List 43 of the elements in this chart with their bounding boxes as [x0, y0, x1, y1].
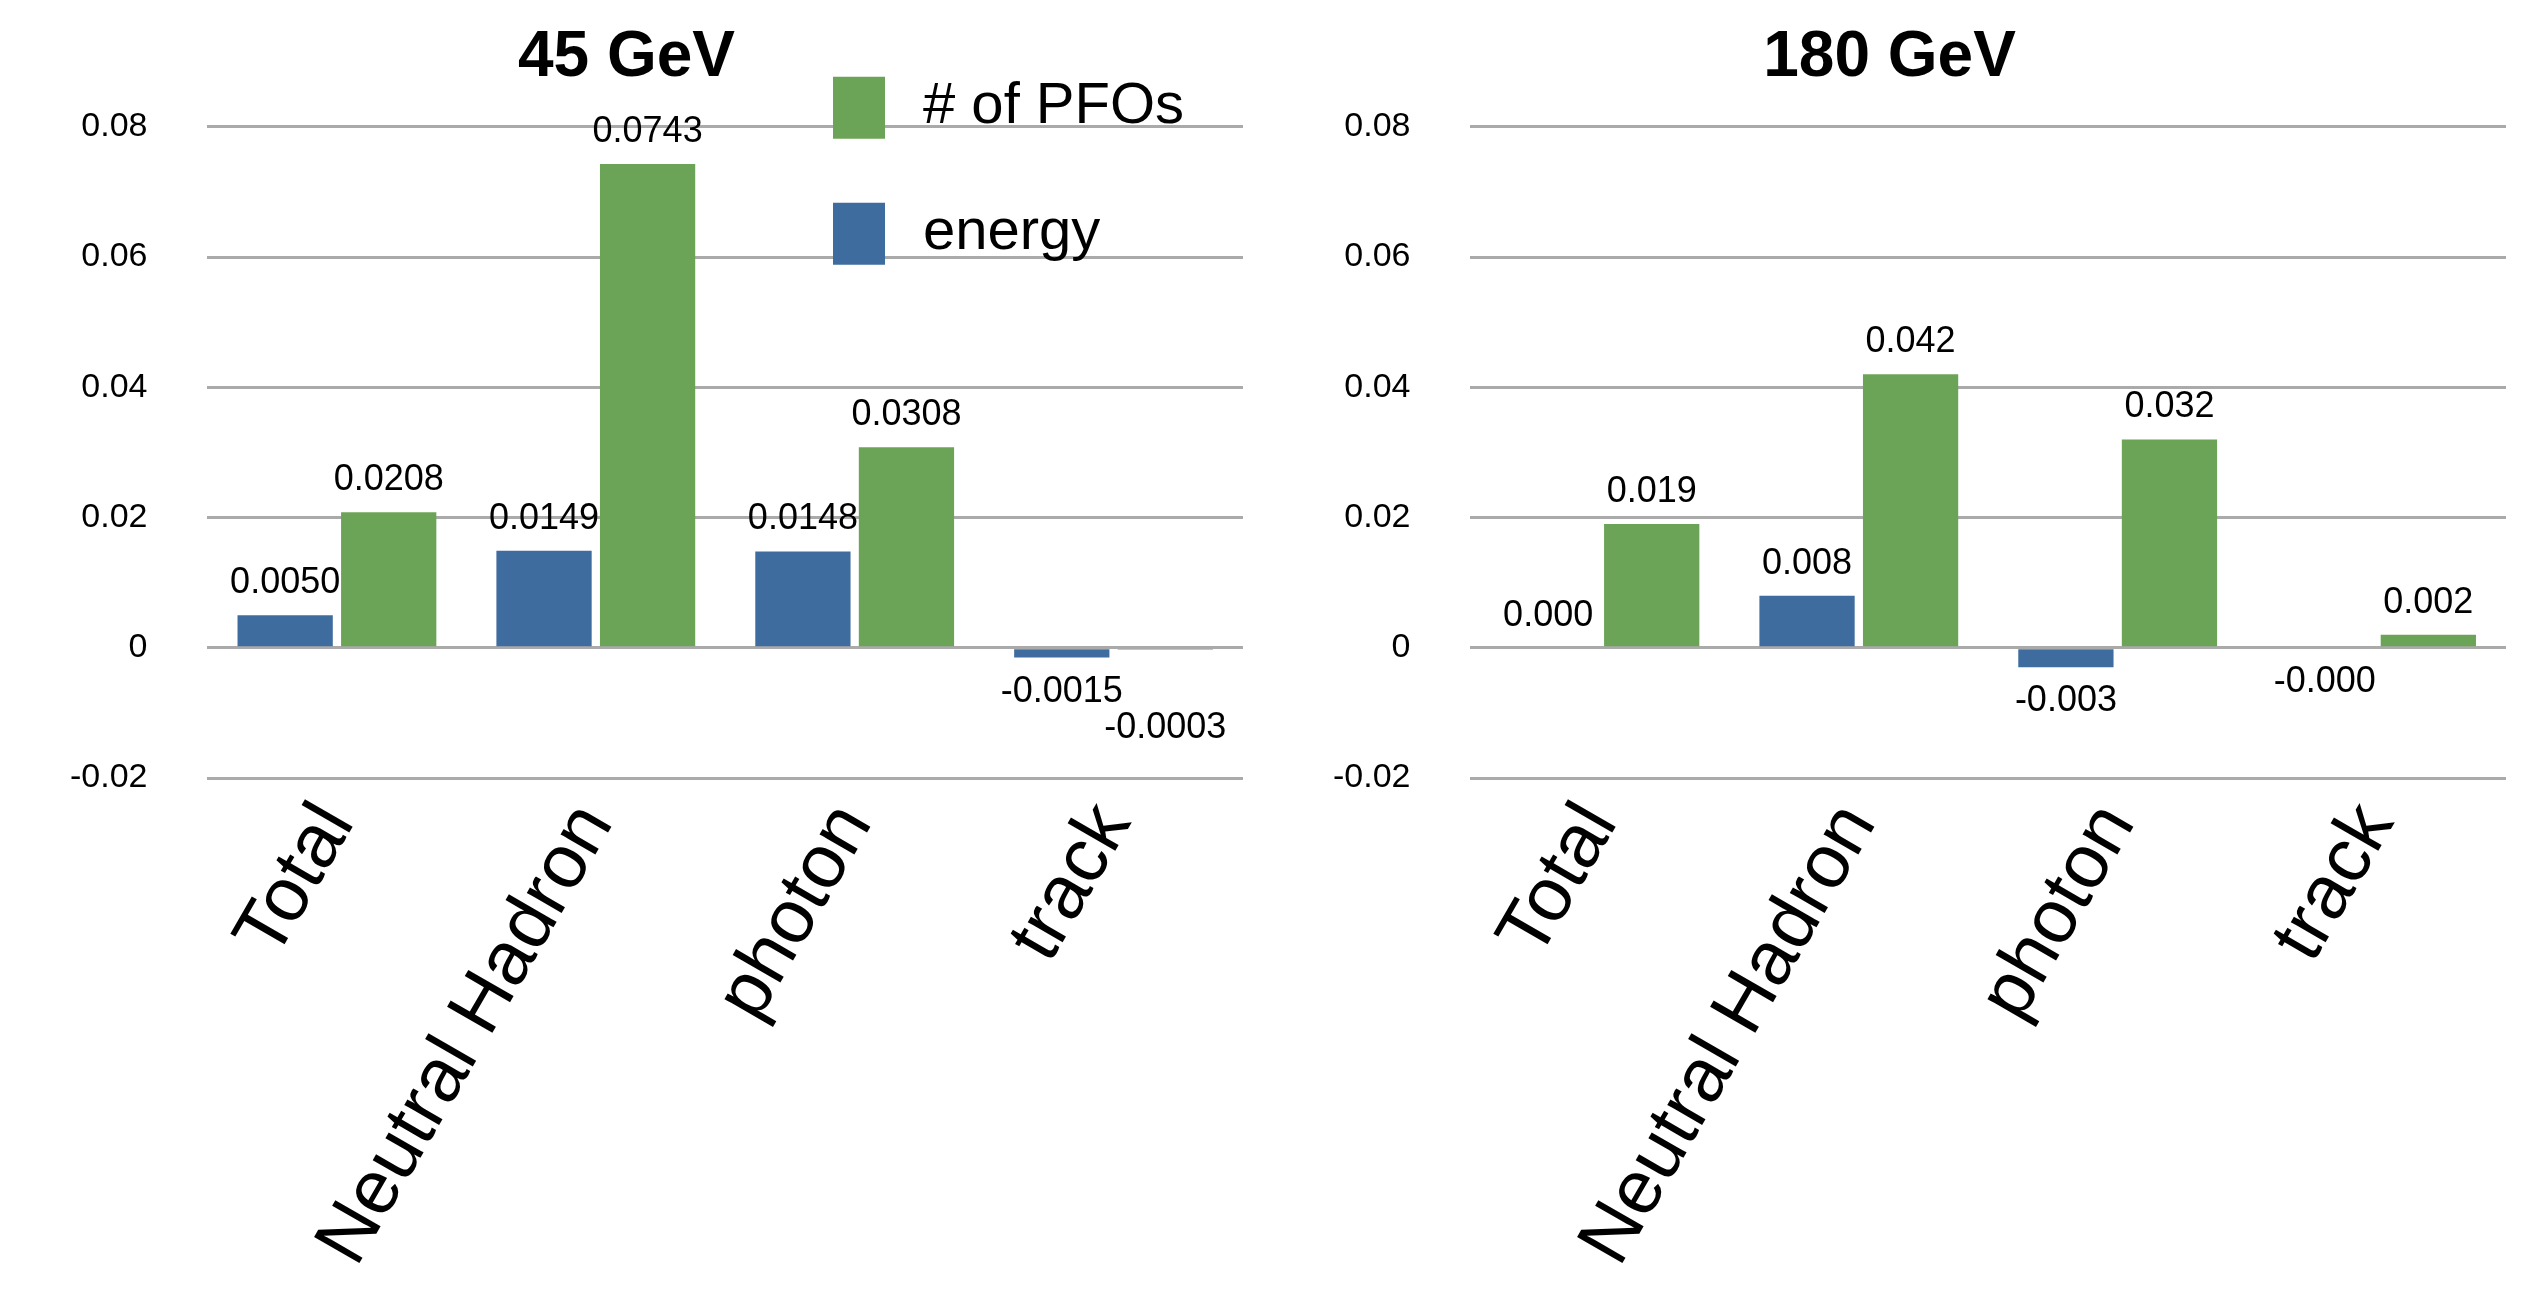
- bar: [2380, 634, 2476, 647]
- bar: [755, 551, 851, 647]
- data-label: 0.0308: [851, 392, 962, 434]
- y-tick-label: -0.02: [1333, 756, 1411, 795]
- bar: [1759, 595, 1855, 647]
- bar: [2018, 649, 2114, 668]
- y-tick-label: 0: [1391, 626, 1411, 665]
- data-label: 0.0208: [333, 457, 444, 499]
- bar: [1862, 374, 1959, 647]
- chart-title: 180 GeV: [1763, 18, 2017, 91]
- data-label: 0.0743: [592, 108, 703, 150]
- data-label: -0.000: [2273, 658, 2376, 700]
- data-label: 0.0050: [230, 560, 341, 602]
- data-label: 0.002: [2383, 579, 2474, 621]
- data-label: -0.003: [2014, 678, 2117, 720]
- data-label: 0.0149: [488, 495, 600, 537]
- y-tick-label: 0.08: [1344, 105, 1411, 144]
- chart-title: 45 GeV: [517, 18, 736, 91]
- y-tick-label: -0.02: [70, 756, 148, 795]
- legend-label: # of PFOs: [923, 69, 1185, 135]
- data-label: 0.008: [1761, 540, 1853, 582]
- data-label: 0.019: [1606, 469, 1697, 510]
- bar: [1014, 649, 1110, 658]
- bar: [341, 512, 437, 647]
- y-tick-label: 0.04: [81, 365, 148, 404]
- y-tick-label: 0.08: [81, 105, 148, 144]
- y-tick-label: 0.04: [1344, 365, 1411, 404]
- bar: [237, 615, 333, 647]
- y-tick-label: 0.02: [81, 495, 148, 534]
- y-tick-label: 0: [128, 626, 148, 665]
- data-label: 0.032: [2124, 384, 2215, 426]
- legend-label: energy: [923, 195, 1101, 261]
- bar: [2121, 439, 2218, 647]
- bar: [496, 550, 592, 647]
- bar: [858, 447, 955, 647]
- y-tick-label: 0.06: [81, 235, 148, 274]
- bar: [1604, 524, 1700, 647]
- y-tick-label: 0.02: [1344, 495, 1411, 534]
- y-tick-label: 0.06: [1344, 235, 1411, 274]
- data-label: 0.042: [1865, 319, 1956, 361]
- data-label: 0.000: [1503, 592, 1594, 634]
- data-label: 0.0148: [747, 496, 858, 538]
- bar: [599, 163, 696, 647]
